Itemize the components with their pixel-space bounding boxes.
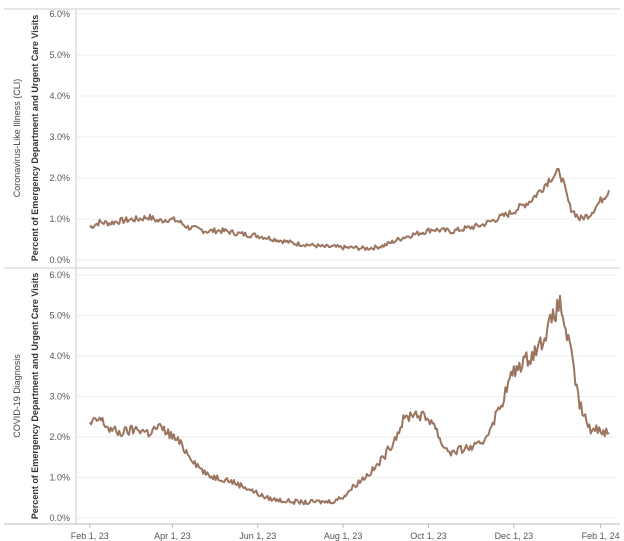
panel-cli-gridlines [76, 13, 616, 261]
x-tick-label: Aug 1, 23 [324, 531, 363, 541]
panel-covid: COVID-19 Diagnosis Percent of Emergency … [12, 270, 616, 523]
y-tick-label: 1.0% [49, 214, 70, 224]
panel-cli: Coronavirus-Like Illness (CLI) Percent o… [12, 9, 616, 265]
x-tick-label: Feb 1, 23 [71, 531, 109, 541]
panel-covid-y-axis-title: Percent of Emergency Department and Urge… [30, 273, 40, 519]
x-tick-label: Jun 1, 23 [239, 531, 276, 541]
y-tick-label: 4.0% [49, 351, 70, 361]
x-tick-label: Apr 1, 23 [154, 531, 191, 541]
panel-cli-row-label: Coronavirus-Like Illness (CLI) [12, 79, 22, 198]
y-tick-label: 3.0% [49, 392, 70, 402]
y-tick-label: 4.0% [49, 91, 70, 101]
y-tick-label: 5.0% [49, 311, 70, 321]
y-tick-label: 5.0% [49, 50, 70, 60]
y-tick-label: 6.0% [49, 270, 70, 280]
x-tick-label: Oct 1, 23 [410, 531, 447, 541]
x-tick-label: Feb 1, 24 [582, 531, 620, 541]
y-tick-label: 3.0% [49, 132, 70, 142]
y-tick-label: 2.0% [49, 173, 70, 183]
series-line [89, 167, 610, 251]
panel-covid-series [88, 294, 610, 506]
panel-cli-y-axis-title: Percent of Emergency Department and Urge… [30, 15, 40, 261]
x-axis-ticks: Feb 1, 23 Apr 1, 23 Jun 1, 23 Aug 1, 23 Oct … [71, 524, 620, 541]
panel-cli-series [89, 167, 610, 251]
y-tick-label: 1.0% [49, 473, 70, 483]
panel-covid-y-ticks: 0.0% 1.0% 2.0% 3.0% 4.0% 5.0% 6.0% [49, 270, 70, 523]
y-tick-label: 0.0% [49, 513, 70, 523]
y-tick-label: 6.0% [49, 9, 70, 19]
y-tick-label: 2.0% [49, 432, 70, 442]
y-tick-label: 0.0% [49, 255, 70, 265]
series-line [88, 294, 610, 506]
x-tick-label: Dec 1, 23 [495, 531, 534, 541]
panel-covid-row-label: COVID-19 Diagnosis [12, 354, 22, 438]
panel-cli-y-ticks: 0.0% 1.0% 2.0% 3.0% 4.0% 5.0% 6.0% [49, 9, 70, 265]
